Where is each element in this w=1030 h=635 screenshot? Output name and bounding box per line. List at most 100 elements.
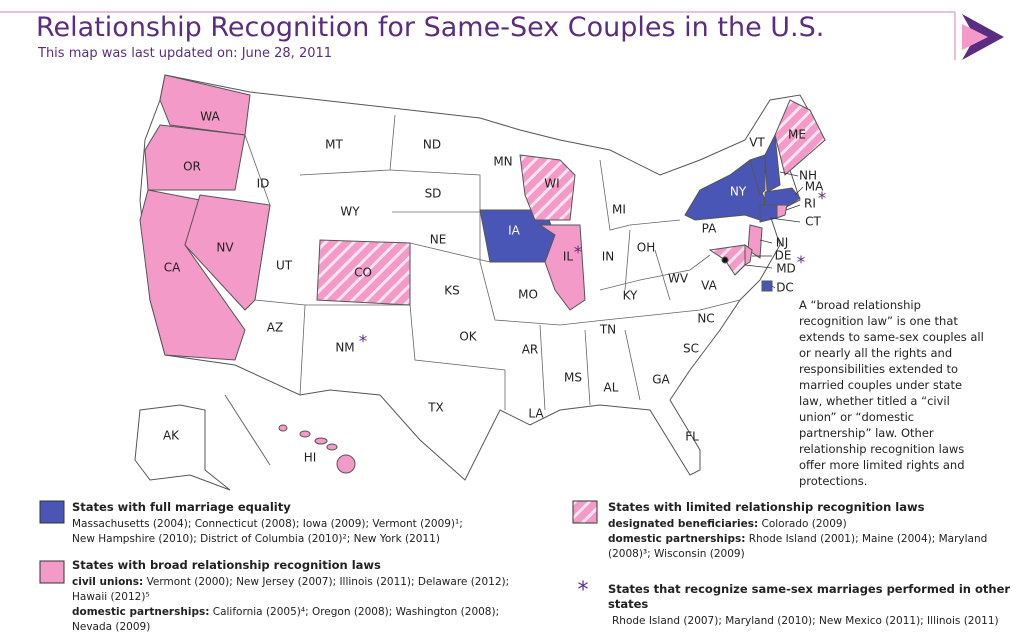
state-label: GA xyxy=(652,373,670,387)
legend-label: civil unions: xyxy=(72,576,144,588)
state-label: CA xyxy=(164,261,181,275)
legend-title: States with limited relationship recogni… xyxy=(608,500,925,514)
state-label: MI xyxy=(612,203,626,217)
recognition-marker: * xyxy=(818,189,827,209)
state-shape xyxy=(519,154,576,221)
state-label: WY xyxy=(340,205,360,219)
inset-divider xyxy=(224,394,271,466)
state-shape xyxy=(184,194,271,311)
state-shape xyxy=(144,124,246,191)
state-shape xyxy=(764,133,781,193)
state-label: ND xyxy=(423,138,441,152)
state-label: MO xyxy=(518,288,538,302)
legend-swatch xyxy=(572,500,598,524)
state-label: NC xyxy=(697,312,714,326)
legend-title: States with broad relationship recogniti… xyxy=(72,558,381,572)
state-label: OH xyxy=(637,241,655,255)
note: A “broad relationship recognition law” i… xyxy=(799,298,984,488)
state-label: KS xyxy=(444,284,460,298)
state-shape xyxy=(774,99,826,176)
legend-text: Rhode Island (2001); Maine (2004); Maryl… xyxy=(608,533,988,560)
state-label: NV xyxy=(216,241,234,255)
state-label: VT xyxy=(749,136,765,150)
state-label: IN xyxy=(602,250,615,264)
logo xyxy=(962,14,1004,60)
state-label: WA xyxy=(200,110,220,124)
state-labels: WA OR CA NV ID MT WY UT AZ NM CO ND SD NE KS OK TX MN IA MO… xyxy=(163,110,826,465)
subtitle: This map was last updated on: June 28, 2… xyxy=(38,46,333,61)
legend-item: States with limited relationship recogni… xyxy=(608,500,1018,562)
state-label: KY xyxy=(623,289,638,303)
state-label: AR xyxy=(522,343,539,357)
state-label: OR xyxy=(183,160,201,174)
state-label: ME xyxy=(788,128,806,142)
state-label: DC xyxy=(776,281,794,295)
state-label: CT xyxy=(805,215,821,229)
title: Relationship Recognition for Same-Sex Co… xyxy=(36,12,825,43)
state-shape xyxy=(538,224,586,311)
state-label: TN xyxy=(599,323,616,337)
state-label: NE xyxy=(430,233,447,247)
legend-swatch xyxy=(39,560,65,584)
state-label: MD xyxy=(776,262,796,276)
state-shape xyxy=(278,424,356,474)
legend-text: Massachusetts (2004); Connecticut (2008)… xyxy=(72,518,463,545)
us-map xyxy=(134,74,826,491)
state-label: AZ xyxy=(267,321,283,335)
state-label: ID xyxy=(257,177,270,191)
state-shape xyxy=(759,204,778,223)
state-shape xyxy=(134,404,231,491)
legend-item: States with full marriage equality Massa… xyxy=(72,500,472,547)
state-shape xyxy=(749,154,766,196)
legend-text: Vermont (2000); New Jersey (2007); Illin… xyxy=(72,576,510,603)
state-label: RI xyxy=(804,197,816,211)
legend-swatch xyxy=(39,500,65,524)
state-label: VA xyxy=(701,279,717,293)
legend-label: designated beneficiaries: xyxy=(608,518,759,530)
legend-label: domestic partnerships: xyxy=(608,533,746,545)
state-label: MT xyxy=(325,138,343,152)
state-label: MN xyxy=(493,155,512,169)
legend-symbol: * xyxy=(578,578,589,603)
state-label: NY xyxy=(730,185,747,199)
leader-lines xyxy=(744,171,804,289)
state-label: NM xyxy=(335,341,354,355)
state-label: WV xyxy=(668,272,689,286)
state-label: DE xyxy=(775,249,792,263)
recognition-marker: * xyxy=(797,253,806,273)
state-label: AL xyxy=(604,381,619,395)
legend-title: States that recognize same-sex marriages… xyxy=(608,582,1011,611)
state-shape xyxy=(761,280,773,292)
state-label: AK xyxy=(163,429,180,443)
state-label: PA xyxy=(702,222,717,236)
legend-title: States with full marriage equality xyxy=(72,500,291,514)
state-label: SD xyxy=(425,187,442,201)
state-label: MS xyxy=(564,371,582,385)
state-label: CO xyxy=(354,266,372,280)
state-label: HI xyxy=(304,451,317,465)
state-label: TX xyxy=(427,401,444,415)
state-shape xyxy=(159,74,251,136)
legend-text: Rhode Island (2007); Maryland (2010); Ne… xyxy=(612,615,999,627)
dc-dot xyxy=(721,256,729,264)
state-shape xyxy=(316,239,411,306)
state-label: NH xyxy=(799,169,817,183)
state-label: OK xyxy=(459,330,477,344)
state-label: LA xyxy=(528,407,544,421)
state-label: IA xyxy=(508,224,521,238)
state-label: SC xyxy=(683,342,699,356)
state-shape xyxy=(776,204,788,219)
state-label: NJ xyxy=(776,236,789,250)
legend-label: domestic partnerships: xyxy=(72,606,210,618)
state-label: MA xyxy=(805,180,824,194)
recognition-marker: * xyxy=(359,332,368,352)
state-label: UT xyxy=(276,259,293,273)
legend-item: States that recognize same-sex marriages… xyxy=(608,582,1018,629)
state-label: IL xyxy=(563,250,574,264)
state-label: FL xyxy=(685,430,699,444)
state-shape xyxy=(764,187,801,206)
recognition-marker: * xyxy=(574,243,583,263)
state-shape xyxy=(744,244,753,266)
